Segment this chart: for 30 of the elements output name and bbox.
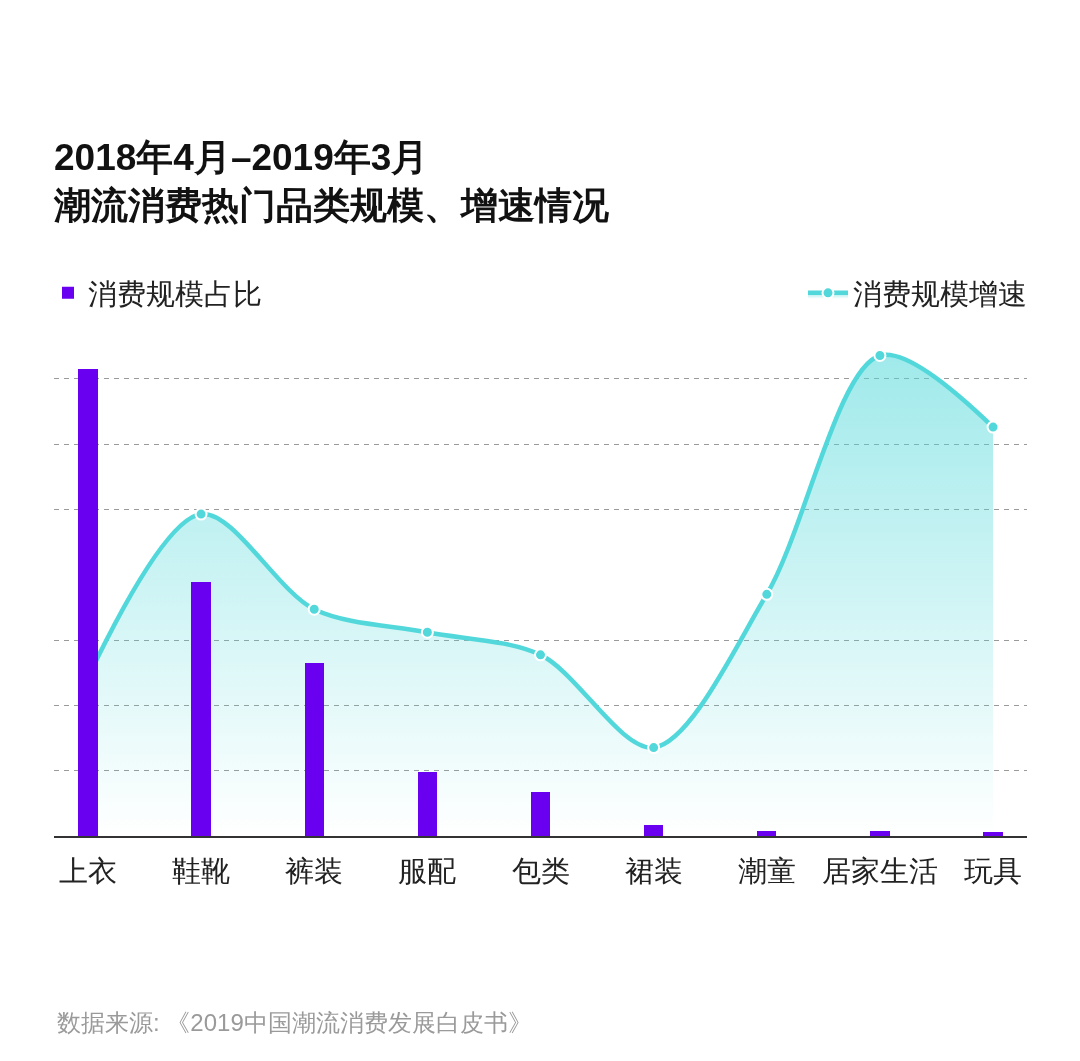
x-tick-label: 服配 <box>398 854 457 887</box>
point <box>534 648 547 662</box>
point <box>194 507 208 521</box>
x-tick-label: 包类 <box>511 854 570 887</box>
bar <box>870 831 890 836</box>
legend-label: 消费规模增速 <box>853 278 1027 311</box>
point <box>873 349 887 362</box>
point <box>760 587 774 601</box>
bar <box>644 825 663 836</box>
point <box>986 420 1000 434</box>
chart-title: 2018年4月–2019年3月潮流消费热门品类规模、增速情况 <box>53 137 609 227</box>
bar <box>757 831 776 836</box>
point <box>307 602 321 616</box>
x-tick-label: 上衣 <box>58 854 117 887</box>
bar <box>531 792 550 836</box>
source-note: 数据来源: 《2019中国潮流消费发展白皮书》 <box>57 1009 532 1036</box>
x-tick-label: 玩具 <box>964 854 1023 887</box>
x-tick-label: 鞋靴 <box>172 854 231 887</box>
bar <box>418 772 437 836</box>
bar <box>191 582 211 836</box>
x-tick-label: 裙装 <box>624 854 683 887</box>
bar <box>983 832 1003 836</box>
bar <box>305 663 324 836</box>
x-tick-label: 居家生活 <box>821 854 938 887</box>
x-tick-label: 潮童 <box>737 854 796 887</box>
x-tick-label: 裤装 <box>285 854 344 887</box>
bar <box>78 369 98 836</box>
point <box>420 625 434 639</box>
point <box>647 741 661 755</box>
legend-label: 消费规模占比 <box>88 278 262 311</box>
